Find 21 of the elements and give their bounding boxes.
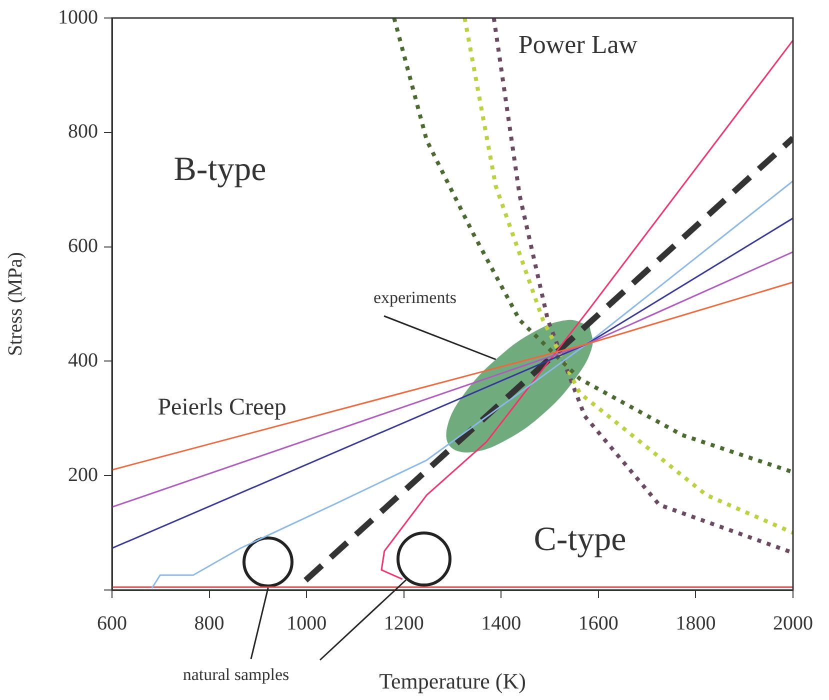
y-tick-label: 600	[68, 235, 98, 258]
x-tick-label: 1800	[676, 612, 716, 634]
annotation: C-type	[534, 521, 626, 559]
y-tick-label: 200	[68, 464, 98, 486]
annotation: Peierls Creep	[158, 394, 286, 422]
y-tick-label: 1000	[58, 6, 98, 28]
x-tick-label: 1600	[578, 612, 618, 634]
text: experiments	[373, 288, 457, 308]
y-tick-label: 400	[68, 349, 98, 372]
x-tick-label: 1400	[481, 612, 522, 634]
annotation: Power Law	[518, 30, 638, 60]
y-tick-label: 800	[68, 120, 98, 143]
annotation: B-type	[174, 151, 266, 189]
x-tick-label: 800	[194, 612, 224, 634]
x-tick-label: 600	[97, 612, 127, 634]
x-tick-label: 1000	[286, 612, 327, 634]
x-tick-label: 2000	[773, 612, 813, 634]
x-axis-title: Temperature (K)	[379, 668, 526, 694]
annotation: natural samples	[182, 665, 290, 685]
x-tick-label: 1200	[384, 612, 424, 634]
y-axis-title: Stress (MPa)	[4, 252, 26, 356]
